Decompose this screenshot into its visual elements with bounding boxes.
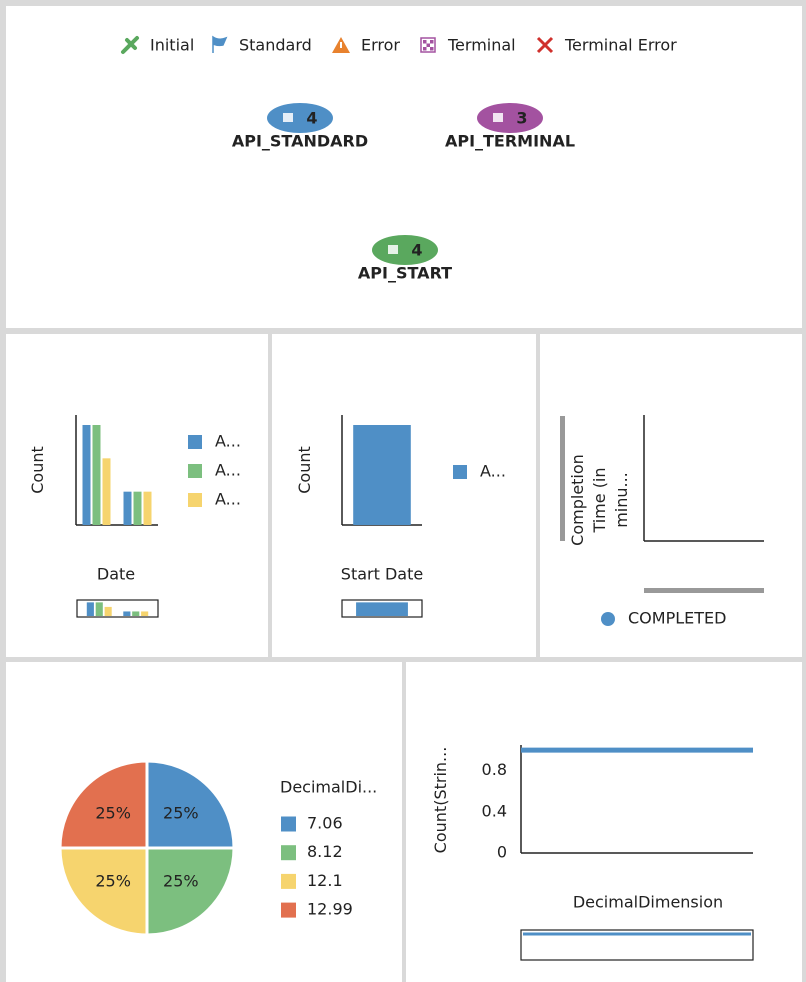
node-count: 4 (411, 241, 422, 260)
x-axis-label: Date (97, 565, 135, 584)
scrollbar[interactable] (644, 588, 764, 593)
panel (6, 6, 802, 328)
icon (536, 36, 554, 54)
node-label: API_STANDARD (232, 132, 368, 151)
bar (92, 425, 101, 525)
x-axis-label: Start Date (341, 565, 423, 584)
icon (340, 42, 342, 48)
node[interactable] (372, 235, 438, 265)
y-axis-label: Count (295, 446, 314, 494)
legend-title: DecimalDi... (280, 778, 377, 797)
legend-label: COMPLETED (628, 609, 726, 628)
legend-label: A... (215, 490, 241, 509)
legend-swatch (188, 435, 202, 449)
legend-swatch (188, 493, 202, 507)
legend-label: 12.99 (307, 900, 353, 919)
pie-slice (145, 846, 236, 937)
icon (121, 36, 139, 54)
bar (102, 458, 111, 525)
bar (133, 491, 142, 525)
legend-label: 7.06 (307, 814, 343, 833)
navigator-bar (132, 611, 140, 616)
legend-label: A... (215, 432, 241, 451)
legend-label: 12.1 (307, 871, 343, 890)
node-icon (493, 113, 503, 122)
legend-icon (332, 37, 350, 53)
slice-label: 25% (95, 871, 131, 890)
node-icon (388, 245, 398, 254)
navigator-bar (95, 602, 103, 616)
icon (423, 40, 427, 44)
legend-icon (121, 36, 139, 54)
navigator-bar (141, 611, 149, 616)
pie-slice (58, 846, 149, 937)
legend-swatch (188, 464, 202, 478)
legend-icon (212, 35, 228, 53)
legend-label: A... (215, 461, 241, 480)
y-axis-label: Count(Strin... (431, 746, 450, 854)
icon (430, 47, 434, 51)
legend-label: Terminal (447, 36, 516, 55)
y-tick-label: 0.4 (482, 801, 507, 820)
legend-swatch (281, 873, 296, 889)
bar (353, 425, 411, 525)
navigator-bar (104, 606, 112, 616)
icon (426, 43, 430, 47)
navigator-bar (356, 602, 408, 616)
y-axis-label: Completion Time (in minu... (568, 454, 631, 546)
legend-label: Error (361, 36, 400, 55)
node[interactable] (267, 103, 333, 133)
icon (423, 47, 427, 51)
y-tick-label: 0 (497, 843, 507, 862)
y-axis-label: Count (28, 446, 47, 494)
legend-label: Initial (150, 36, 194, 55)
legend-swatch (281, 902, 296, 918)
node[interactable] (477, 103, 543, 133)
panel (540, 334, 802, 657)
navigator-bar (123, 611, 131, 616)
slice-label: 25% (163, 804, 199, 823)
legend-marker (601, 612, 615, 626)
slice-label: 25% (163, 871, 199, 890)
y-tick-label: 0.8 (482, 760, 507, 779)
legend-swatch (281, 816, 296, 832)
legend-label: Terminal Error (564, 36, 677, 55)
scrollbar[interactable] (560, 416, 565, 541)
pie-slice (58, 759, 149, 850)
pie-slice (145, 759, 236, 850)
legend-icon (536, 36, 554, 54)
node-count: 4 (306, 109, 317, 128)
node-label: API_START (358, 264, 452, 283)
panel (406, 662, 802, 982)
navigator-bar (86, 602, 94, 616)
legend-icon (420, 37, 436, 53)
bar (82, 425, 91, 525)
x-axis-label: DecimalDimension (573, 893, 723, 912)
legend-label: A... (480, 462, 506, 481)
node-icon (283, 113, 293, 122)
icon (420, 37, 436, 53)
legend-label: Standard (239, 36, 312, 55)
legend-swatch (281, 845, 296, 861)
icon (430, 40, 434, 44)
slice-label: 25% (95, 804, 131, 823)
bar (143, 491, 152, 525)
legend-label: 8.12 (307, 842, 343, 861)
icon (212, 35, 228, 53)
bar (123, 491, 132, 525)
node-count: 3 (516, 109, 527, 128)
legend-swatch (453, 465, 467, 479)
node-label: API_TERMINAL (445, 132, 575, 151)
